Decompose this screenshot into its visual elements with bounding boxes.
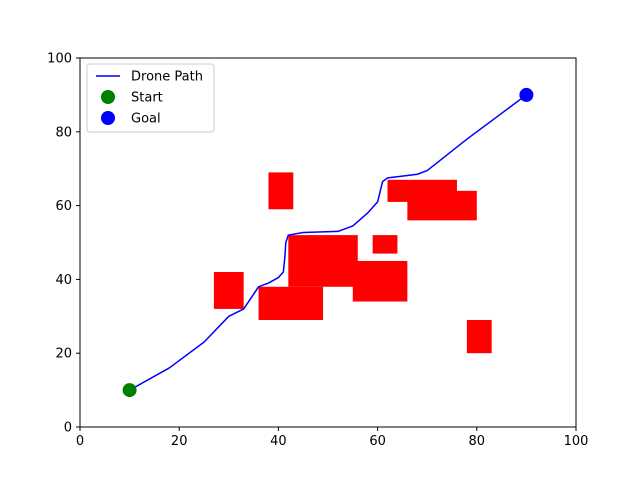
obstacle-rect (268, 172, 294, 210)
goal-marker (519, 87, 534, 102)
y-axis: 0 20 40 60 80 100 (47, 52, 80, 436)
legend: Drone Path Start Goal (86, 63, 215, 133)
obstacle-rect (213, 272, 244, 309)
y-tick-label: 20 (55, 347, 72, 362)
y-tick-label: 40 (55, 273, 72, 288)
legend-marker-start (101, 90, 115, 104)
x-tick-label: 100 (564, 434, 589, 449)
x-tick-label: 40 (270, 434, 287, 449)
obstacle-rect (288, 235, 358, 287)
x-tick-label: 80 (469, 434, 486, 449)
legend-marker-goal (101, 111, 115, 125)
x-axis: 0 20 40 60 80 100 (76, 427, 589, 449)
markers (122, 87, 534, 398)
x-tick-label: 60 (369, 434, 386, 449)
x-tick-label: 0 (76, 434, 84, 449)
obstacle-rect (372, 235, 398, 254)
y-tick-label: 60 (55, 199, 72, 214)
legend-box (86, 63, 215, 133)
y-tick-label: 100 (47, 52, 72, 67)
obstacle-rect (466, 319, 492, 354)
y-tick-label: 0 (64, 421, 72, 436)
start-marker (122, 383, 137, 398)
legend-label-goal: Goal (131, 112, 161, 127)
obstacles (213, 172, 492, 354)
drone-path-line (129, 94, 527, 391)
legend-label-start: Start (131, 91, 163, 106)
y-tick-label: 80 (55, 125, 72, 140)
legend-label-drone-path: Drone Path (131, 70, 203, 85)
obstacle-rect (407, 190, 477, 221)
drone-path-layer (129, 94, 527, 391)
obstacle-rect (352, 260, 408, 302)
x-tick-label: 20 (171, 434, 188, 449)
plot-frame (79, 57, 577, 428)
obstacle-rect (258, 286, 324, 320)
